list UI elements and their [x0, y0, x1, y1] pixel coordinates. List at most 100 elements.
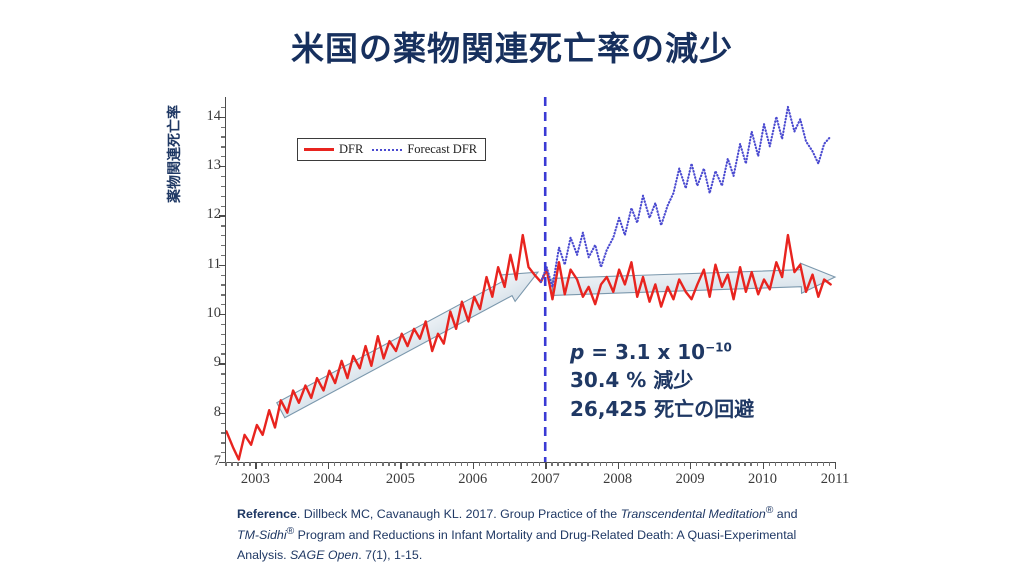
x-tick-minor — [563, 462, 565, 466]
x-tick-minor — [684, 462, 686, 466]
x-tick-minor — [496, 462, 499, 466]
x-tick-minor — [309, 462, 312, 466]
x-tick-minor — [436, 462, 438, 466]
reference-citation: Reference. Dillbeck MC, Cavanaugh KL. 20… — [237, 503, 822, 566]
x-tick-minor — [587, 462, 589, 466]
chart-legend[interactable]: DFR Forecast DFR — [297, 138, 487, 161]
x-tick-minor — [533, 462, 535, 466]
x-tick-minor — [454, 462, 456, 466]
x-tick-minor — [321, 462, 324, 466]
y-tick-label: 13 — [206, 157, 222, 174]
x-axis-line — [225, 462, 835, 464]
x-tick-minor — [720, 462, 722, 466]
y-tick-minor — [221, 353, 225, 355]
reference-sup-2: ® — [286, 526, 295, 538]
x-tick-minor — [599, 462, 601, 466]
y-tick-label: 7 — [213, 453, 221, 469]
x-tick-minor — [629, 462, 632, 466]
y-tick-minor — [221, 452, 225, 454]
x-tick-minor — [243, 462, 245, 466]
x-tick-minor — [786, 462, 788, 466]
x-tick-minor — [732, 462, 734, 466]
x-tick-minor — [557, 462, 559, 466]
x-tick-minor — [750, 462, 752, 466]
x-tick-minor — [297, 462, 299, 466]
y-tick-label: 12 — [206, 206, 222, 223]
y-tick-major — [219, 363, 225, 365]
x-tick-minor — [508, 462, 511, 466]
y-tick-minor — [221, 343, 225, 345]
p-exponent: −10 — [705, 340, 732, 355]
x-tick-minor — [714, 462, 716, 466]
legend-item-forecast-dfr[interactable]: Forecast DFR — [372, 142, 477, 157]
x-tick-minor — [394, 462, 396, 466]
chart-container: 薬物関連死亡率 7 8 9 10 11 12 13 14 2003 2004 2005 2006 20… — [167, 85, 850, 487]
y-tick-minor — [221, 106, 225, 109]
y-tick-minor — [221, 373, 225, 375]
y-tick-major — [219, 462, 225, 464]
x-tick-minor — [333, 462, 336, 466]
x-tick-minor — [502, 462, 505, 466]
x-tick-minor — [611, 462, 613, 466]
x-tick-minor — [708, 462, 710, 466]
y-tick-major — [219, 215, 225, 217]
x-tick-minor — [539, 462, 541, 466]
x-tick-major — [835, 462, 837, 469]
x-tick-minor — [364, 462, 366, 466]
plot-area: 7 8 9 10 11 12 13 14 2003 2004 2005 2006 2007 2008 20… — [207, 97, 849, 487]
x-tick-minor — [810, 462, 813, 466]
x-tick-minor — [696, 462, 698, 466]
series-plot — [225, 97, 837, 462]
x-tick-minor — [671, 462, 674, 466]
x-tick-minor — [484, 462, 487, 466]
x-tick-major — [255, 462, 257, 469]
y-tick-minor — [221, 195, 225, 197]
legend-item-dfr[interactable]: DFR — [304, 142, 363, 157]
y-tick-minor — [221, 225, 225, 227]
x-tick-label: 2007 — [530, 471, 560, 487]
x-tick-minor — [575, 462, 577, 466]
reference-italic-2: TM-Sidhi — [237, 528, 287, 543]
reference-label: Reference — [237, 507, 297, 522]
x-tick-minor — [527, 462, 529, 466]
y-tick-label: 14 — [206, 107, 222, 124]
x-tick-minor — [641, 462, 644, 466]
x-tick-minor — [345, 462, 348, 466]
x-tick-minor — [315, 462, 318, 466]
reference-text-1: . Dillbeck MC, Cavanaugh KL. 2017. Group… — [296, 507, 621, 522]
y-tick-minor — [221, 402, 225, 405]
x-tick-major — [762, 462, 764, 469]
y-tick-label: 10 — [206, 305, 222, 322]
x-tick-minor — [593, 462, 595, 466]
x-tick-minor — [430, 462, 432, 466]
y-tick-label: 8 — [213, 403, 221, 420]
x-tick-minor — [279, 462, 281, 466]
y-tick-minor — [221, 304, 225, 306]
y-tick-major — [219, 264, 225, 266]
x-tick-major — [472, 462, 475, 469]
p-value-text: = 3.1 x 10 — [584, 340, 706, 364]
reference-text-4: . 7(1), 1-15. — [358, 548, 423, 563]
x-tick-label: 2010 — [748, 471, 778, 487]
x-tick-minor — [635, 462, 638, 466]
y-tick-minor — [221, 432, 225, 434]
series-line-dfr — [225, 233, 832, 461]
x-tick-minor — [237, 462, 239, 466]
x-tick-minor — [678, 462, 680, 466]
x-tick-minor — [466, 462, 469, 466]
x-tick-major — [400, 462, 402, 469]
reference-italic-1: Transcendental Meditation — [620, 507, 766, 522]
y-tick-major — [219, 314, 225, 316]
y-tick-major — [219, 116, 225, 119]
y-tick-minor — [221, 175, 225, 178]
x-tick-label: 2006 — [458, 471, 488, 487]
x-tick-minor — [370, 462, 372, 466]
y-tick-minor — [221, 156, 225, 158]
x-tick-minor — [768, 462, 770, 466]
x-tick-minor — [653, 462, 656, 466]
y-tick-minor — [221, 442, 225, 444]
x-tick-minor — [828, 462, 831, 466]
y-tick-minor — [221, 294, 225, 296]
p-symbol: p — [570, 340, 585, 364]
y-tick-minor — [221, 244, 225, 247]
